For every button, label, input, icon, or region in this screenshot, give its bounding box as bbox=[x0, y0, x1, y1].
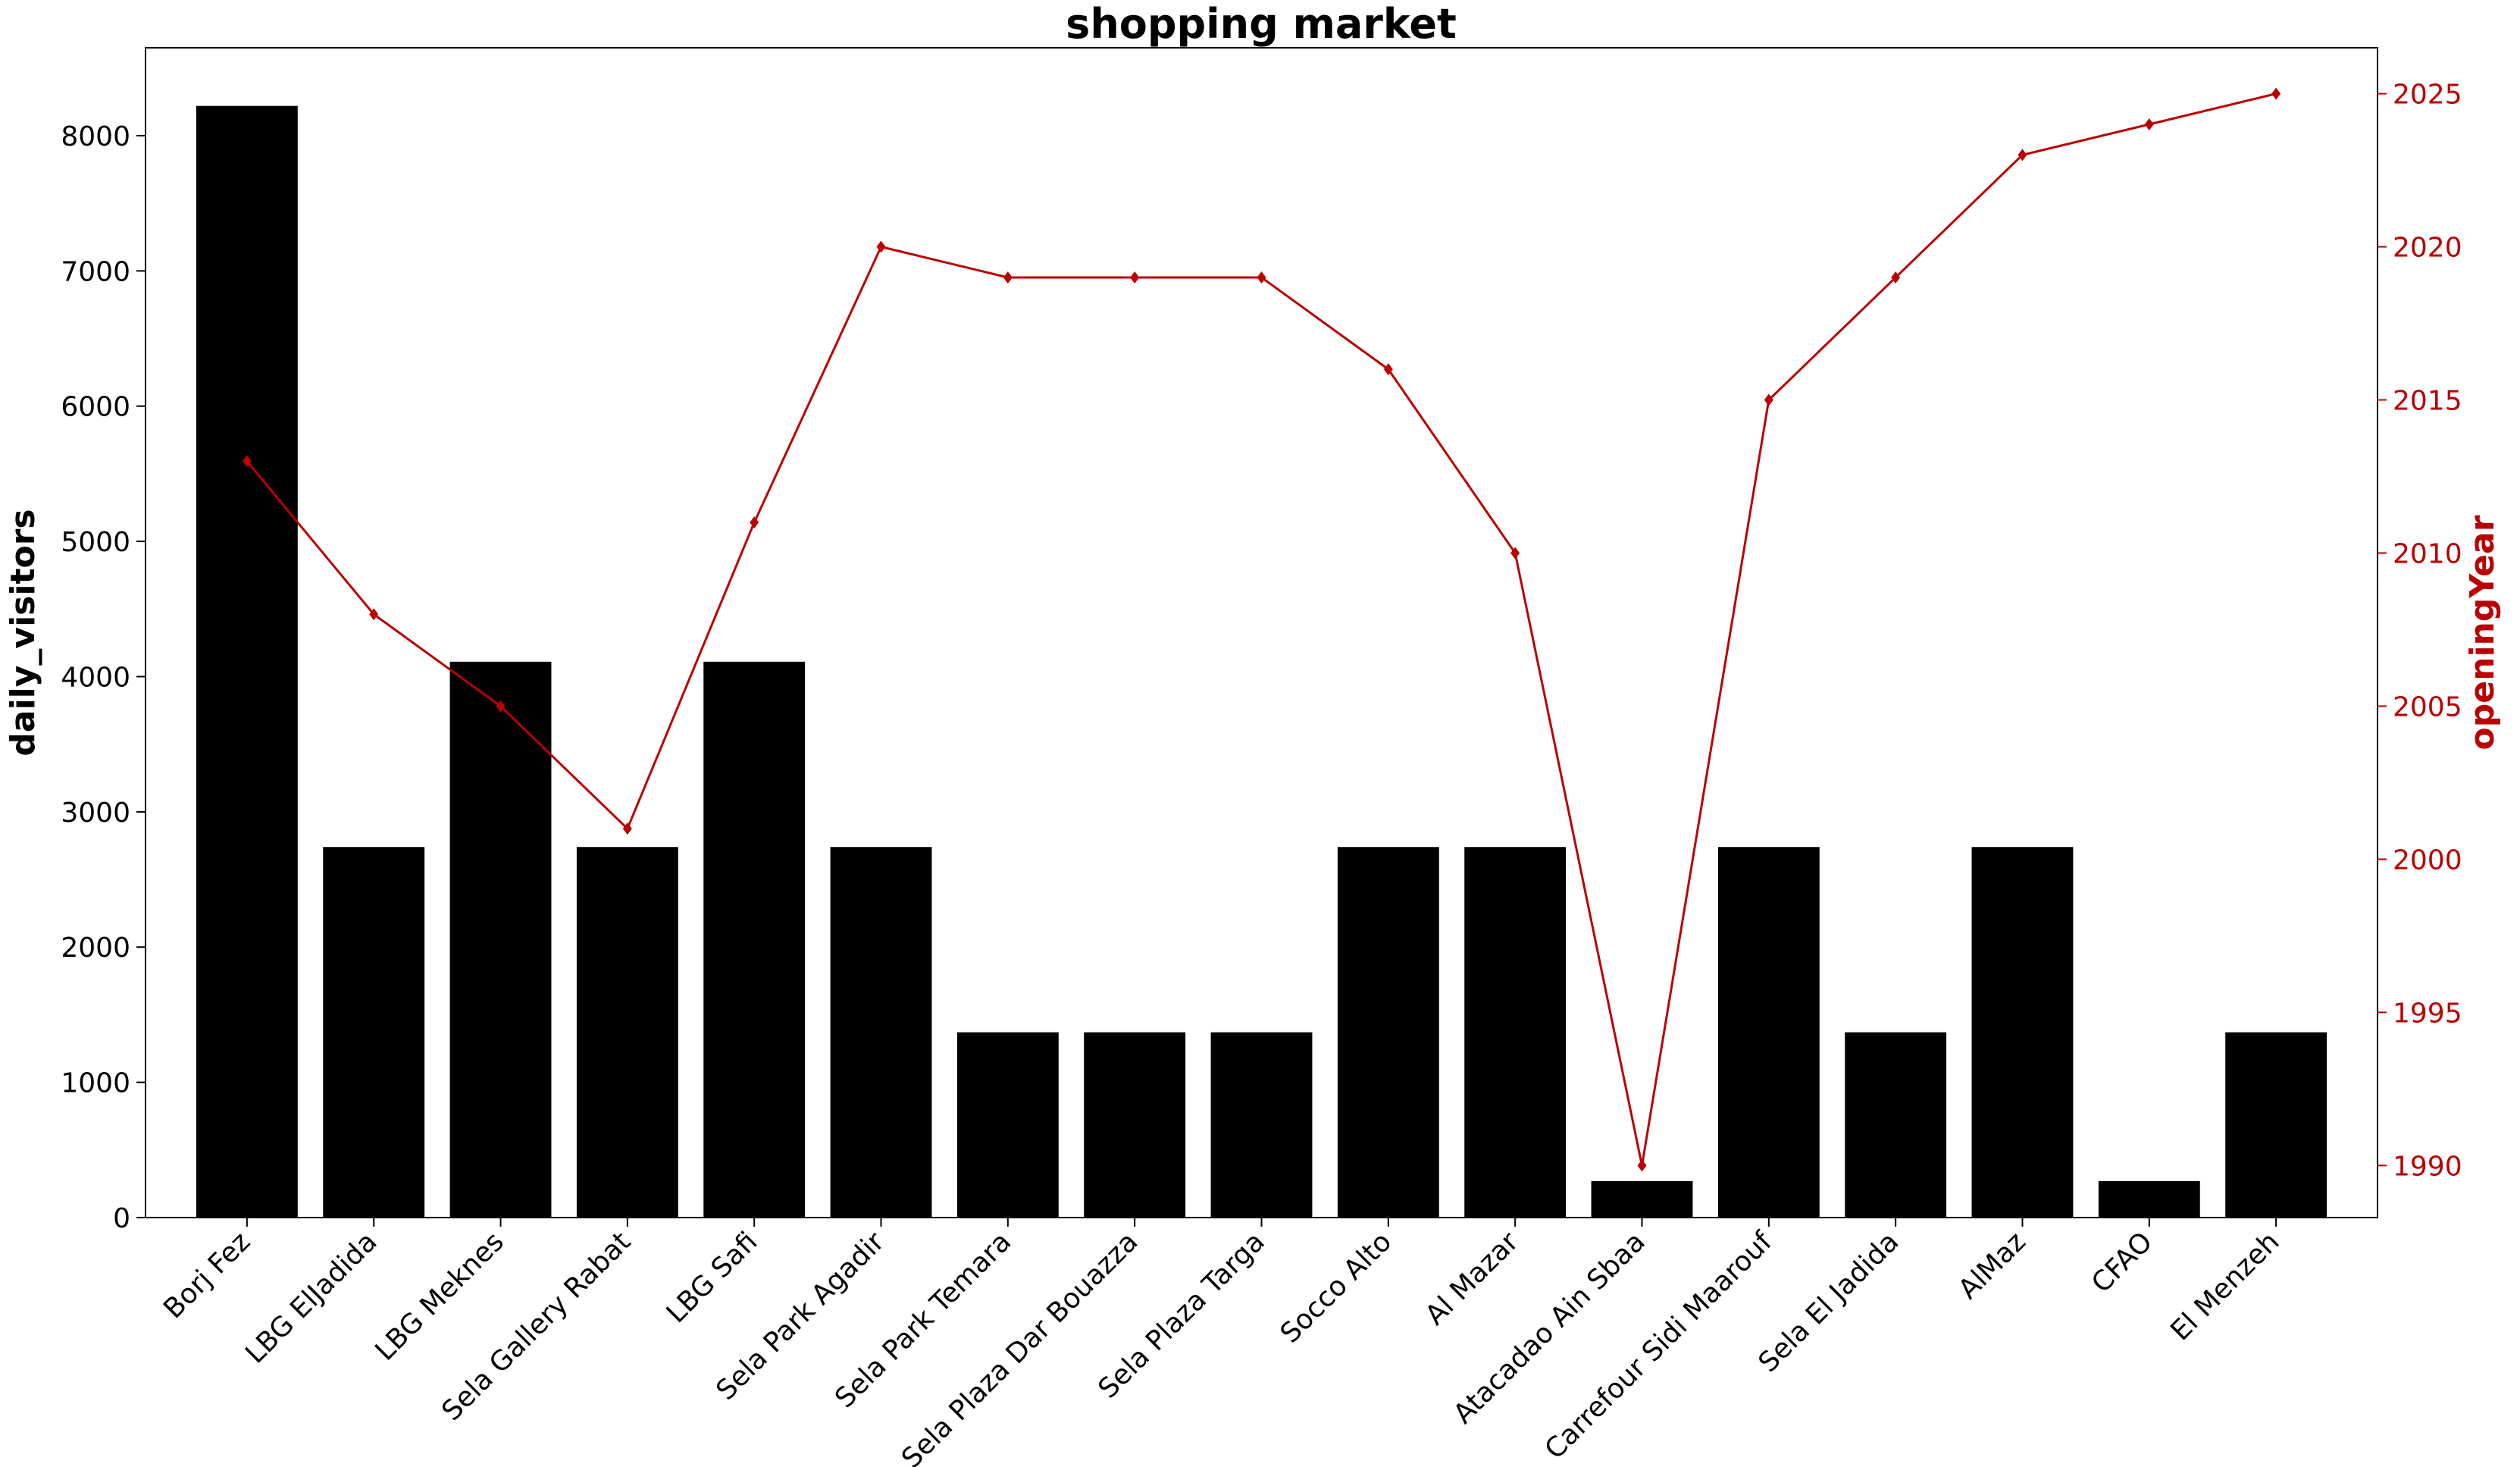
left-y-axis: 0 1000 2000 3000 4000 5000 6000 7000 8000 bbox=[61, 121, 146, 1234]
x-tick-label: LBG Meknes bbox=[369, 1226, 509, 1366]
line-point bbox=[1764, 393, 1773, 406]
y-axis-label-left: daily_visitors bbox=[4, 509, 42, 756]
left-tick-label: 0 bbox=[113, 1203, 130, 1234]
left-tick-label: 3000 bbox=[61, 798, 130, 829]
line-point bbox=[1130, 271, 1140, 284]
right-tick-label: 2015 bbox=[2393, 386, 2462, 417]
line-point bbox=[1891, 271, 1901, 284]
x-tick-label: Borj Fez bbox=[158, 1226, 256, 1324]
right-tick-label: 2025 bbox=[2393, 80, 2462, 111]
right-tick-label: 2010 bbox=[2393, 538, 2462, 569]
x-tick-label: LBG ElJadida bbox=[239, 1226, 383, 1369]
bar bbox=[1845, 1032, 1947, 1218]
right-tick-label: 2000 bbox=[2393, 845, 2462, 876]
left-tick-label: 8000 bbox=[61, 121, 130, 152]
right-tick-label: 1990 bbox=[2393, 1151, 2462, 1182]
line-point bbox=[2144, 118, 2154, 130]
right-tick-label: 1995 bbox=[2393, 998, 2462, 1029]
bar bbox=[323, 847, 425, 1218]
left-tick-label: 7000 bbox=[61, 256, 130, 287]
line-point bbox=[750, 516, 759, 529]
x-tick-label: AlMaz bbox=[1952, 1226, 2031, 1305]
right-tick-label: 2005 bbox=[2393, 691, 2462, 723]
x-tick-label: Socco Alto bbox=[1275, 1226, 1398, 1349]
line-point bbox=[1637, 1159, 1647, 1172]
line-point bbox=[242, 455, 252, 468]
right-tick-label: 2020 bbox=[2393, 233, 2462, 264]
y-axis-label-right: openingYear bbox=[2463, 515, 2502, 750]
line-point bbox=[1510, 547, 1520, 560]
bar bbox=[1717, 847, 1820, 1218]
bar bbox=[2225, 1032, 2327, 1218]
bar-series bbox=[196, 105, 2327, 1218]
bar bbox=[196, 105, 298, 1218]
line-point bbox=[1383, 363, 1393, 376]
line-point bbox=[622, 823, 632, 835]
bar bbox=[830, 847, 932, 1218]
left-tick-label: 1000 bbox=[61, 1068, 130, 1099]
left-tick-label: 2000 bbox=[61, 933, 130, 964]
line-point bbox=[369, 608, 379, 621]
x-tick-label: CFAO bbox=[2086, 1226, 2158, 1299]
line-series bbox=[242, 87, 2281, 1172]
line-point bbox=[1257, 271, 1266, 284]
chart-title: shopping market bbox=[1066, 0, 1457, 48]
line-point bbox=[2271, 87, 2281, 100]
bar bbox=[2098, 1180, 2200, 1218]
line-point bbox=[876, 240, 886, 253]
bar bbox=[703, 661, 806, 1218]
bar bbox=[1337, 847, 1439, 1218]
bar bbox=[1464, 847, 1567, 1218]
left-tick-label: 6000 bbox=[61, 392, 130, 423]
right-y-axis: 1990 1995 2000 2005 2010 2015 2020 2025 bbox=[2378, 80, 2462, 1182]
left-tick-label: 5000 bbox=[61, 527, 130, 558]
line-point bbox=[2018, 149, 2027, 161]
bar bbox=[1971, 847, 2074, 1218]
line-point bbox=[496, 700, 506, 713]
bar bbox=[956, 1032, 1059, 1218]
x-tick-label: El Menzeh bbox=[2165, 1226, 2285, 1346]
bar bbox=[576, 847, 678, 1218]
bar bbox=[1210, 1032, 1313, 1218]
line-point bbox=[1003, 271, 1013, 284]
left-tick-label: 4000 bbox=[61, 662, 130, 693]
bar bbox=[449, 661, 552, 1218]
bar bbox=[1591, 1180, 1693, 1218]
x-tick-label: Al Mazar bbox=[1420, 1226, 1525, 1331]
bar bbox=[1084, 1032, 1186, 1218]
x-tick-label: LBG Safi bbox=[661, 1226, 764, 1329]
x-tick-label: Sela Plaza Dar Bouazza bbox=[896, 1226, 1144, 1467]
x-tick-label: Carrefour Sidi Maarouf bbox=[1539, 1225, 1779, 1465]
